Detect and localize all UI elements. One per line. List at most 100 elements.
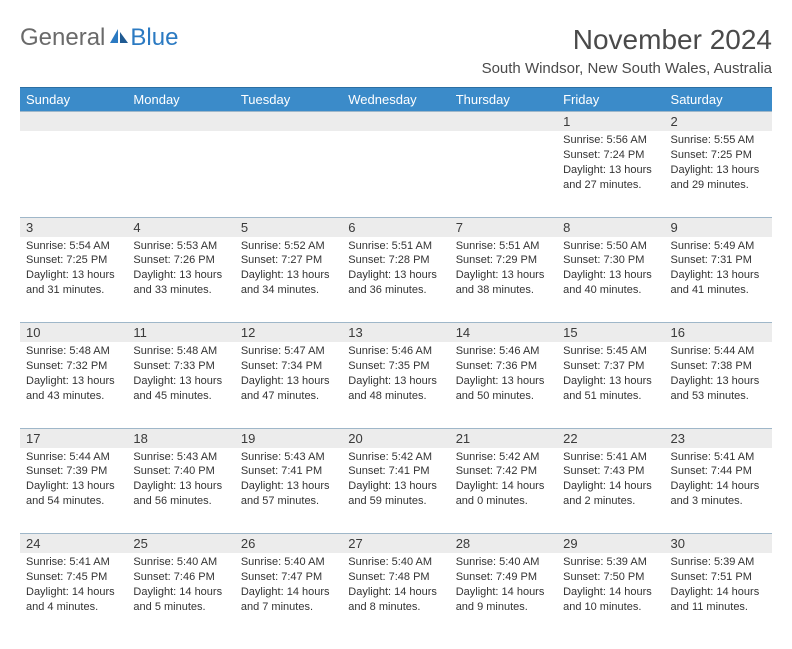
brand-logo: General Blue — [20, 24, 178, 52]
sunrise-text: Sunrise: 5:44 AM — [671, 344, 766, 359]
day-cell: Sunrise: 5:43 AMSunset: 7:40 PMDaylight:… — [127, 448, 234, 534]
day-number: 8 — [557, 218, 664, 237]
day-number: 26 — [235, 534, 342, 553]
sunset-text: Sunset: 7:39 PM — [26, 464, 121, 479]
daynum-cell: 14 — [450, 323, 557, 343]
daynum-cell: 2 — [665, 112, 772, 132]
col-sunday: Sunday — [20, 88, 127, 112]
sunset-text: Sunset: 7:51 PM — [671, 570, 766, 585]
day-cell-content: Sunrise: 5:47 AMSunset: 7:34 PMDaylight:… — [235, 342, 342, 407]
day-cell-content: Sunrise: 5:40 AMSunset: 7:48 PMDaylight:… — [342, 553, 449, 618]
day-number: 22 — [557, 429, 664, 448]
daylight-text: Daylight: 13 hours and 40 minutes. — [563, 268, 658, 298]
day-header-row: Sunday Monday Tuesday Wednesday Thursday… — [20, 88, 772, 112]
daynum-cell: 13 — [342, 323, 449, 343]
sunset-text: Sunset: 7:33 PM — [133, 359, 228, 374]
day-cell-content: Sunrise: 5:44 AMSunset: 7:38 PMDaylight:… — [665, 342, 772, 407]
daynum-row: 10111213141516 — [20, 323, 772, 343]
day-cell-content: Sunrise: 5:43 AMSunset: 7:40 PMDaylight:… — [127, 448, 234, 513]
daylight-text: Daylight: 14 hours and 2 minutes. — [563, 479, 658, 509]
day-number: 11 — [127, 323, 234, 342]
day-cell-content: Sunrise: 5:48 AMSunset: 7:33 PMDaylight:… — [127, 342, 234, 407]
day-cell-content: Sunrise: 5:41 AMSunset: 7:43 PMDaylight:… — [557, 448, 664, 513]
day-cell-content — [20, 131, 127, 137]
daynum-cell — [450, 112, 557, 132]
day-cell-content: Sunrise: 5:42 AMSunset: 7:42 PMDaylight:… — [450, 448, 557, 513]
daynum-cell: 5 — [235, 217, 342, 237]
daynum-cell: 24 — [20, 534, 127, 554]
day-cell-content: Sunrise: 5:40 AMSunset: 7:47 PMDaylight:… — [235, 553, 342, 618]
sunrise-text: Sunrise: 5:54 AM — [26, 239, 121, 254]
day-cell-content: Sunrise: 5:51 AMSunset: 7:28 PMDaylight:… — [342, 237, 449, 302]
sunrise-text: Sunrise: 5:46 AM — [456, 344, 551, 359]
day-cell-content: Sunrise: 5:56 AMSunset: 7:24 PMDaylight:… — [557, 131, 664, 196]
day-cell: Sunrise: 5:45 AMSunset: 7:37 PMDaylight:… — [557, 342, 664, 428]
sunset-text: Sunset: 7:36 PM — [456, 359, 551, 374]
daynum-cell: 4 — [127, 217, 234, 237]
col-thursday: Thursday — [450, 88, 557, 112]
daynum-cell: 26 — [235, 534, 342, 554]
sunrise-text: Sunrise: 5:42 AM — [456, 450, 551, 465]
sunset-text: Sunset: 7:26 PM — [133, 253, 228, 268]
content-row: Sunrise: 5:48 AMSunset: 7:32 PMDaylight:… — [20, 342, 772, 428]
sunset-text: Sunset: 7:42 PM — [456, 464, 551, 479]
content-row: Sunrise: 5:54 AMSunset: 7:25 PM Daylight:… — [20, 237, 772, 323]
day-cell-content: Sunrise: 5:53 AMSunset: 7:26 PMDaylight:… — [127, 237, 234, 302]
daylight-text: Daylight: 13 hours and 43 minutes. — [26, 374, 121, 404]
sunset-text: Sunset: 7:47 PM — [241, 570, 336, 585]
daynum-cell — [20, 112, 127, 132]
day-cell: Sunrise: 5:42 AMSunset: 7:41 PMDaylight:… — [342, 448, 449, 534]
daylight-text: Daylight: 14 hours and 0 minutes. — [456, 479, 551, 509]
daylight-text: Daylight: 13 hours and 56 minutes. — [133, 479, 228, 509]
sunset-text: Sunset: 7:50 PM — [563, 570, 658, 585]
sunset-text: Sunset: 7:24 PM — [563, 148, 658, 163]
daynum-cell: 22 — [557, 428, 664, 448]
daylight-text: Daylight: 13 hours and 33 minutes. — [133, 268, 228, 298]
day-number: 14 — [450, 323, 557, 342]
day-cell: Sunrise: 5:51 AMSunset: 7:28 PMDaylight:… — [342, 237, 449, 323]
day-number: 23 — [665, 429, 772, 448]
day-number: 28 — [450, 534, 557, 553]
day-cell-content — [450, 131, 557, 137]
day-cell: Sunrise: 5:48 AMSunset: 7:33 PMDaylight:… — [127, 342, 234, 428]
day-cell-content: Sunrise: 5:49 AMSunset: 7:31 PMDaylight:… — [665, 237, 772, 302]
sunrise-text: Sunrise: 5:40 AM — [241, 555, 336, 570]
brand-first: General — [20, 24, 105, 52]
daylight-text: Daylight: 14 hours and 10 minutes. — [563, 585, 658, 615]
daynum-cell — [127, 112, 234, 132]
sunset-text: Sunset: 7:37 PM — [563, 359, 658, 374]
daynum-cell: 10 — [20, 323, 127, 343]
day-number: 9 — [665, 218, 772, 237]
day-cell-content: Sunrise: 5:41 AMSunset: 7:45 PMDaylight:… — [20, 553, 127, 618]
daylight-text: Daylight: 13 hours and 54 minutes. — [26, 479, 121, 509]
sunset-text: Sunset: 7:31 PM — [671, 253, 766, 268]
sunrise-text: Sunrise: 5:39 AM — [563, 555, 658, 570]
day-cell-content — [342, 131, 449, 137]
daynum-cell — [235, 112, 342, 132]
sunset-text: Sunset: 7:25 PM — [26, 253, 121, 268]
daylight-text: Daylight: 13 hours and 57 minutes. — [241, 479, 336, 509]
daylight-text: Daylight: 13 hours and 34 minutes. — [241, 268, 336, 298]
daylight-text: Daylight: 13 hours and 45 minutes. — [133, 374, 228, 404]
day-cell-content: Sunrise: 5:46 AMSunset: 7:35 PMDaylight:… — [342, 342, 449, 407]
day-cell-content: Sunrise: 5:52 AMSunset: 7:27 PMDaylight:… — [235, 237, 342, 302]
day-number: 18 — [127, 429, 234, 448]
day-number: 25 — [127, 534, 234, 553]
day-cell: Sunrise: 5:40 AMSunset: 7:47 PMDaylight:… — [235, 553, 342, 639]
day-cell-content: Sunrise: 5:45 AMSunset: 7:37 PMDaylight:… — [557, 342, 664, 407]
day-cell-content: Sunrise: 5:51 AMSunset: 7:29 PMDaylight:… — [450, 237, 557, 302]
calendar-table: Sunday Monday Tuesday Wednesday Thursday… — [20, 87, 772, 639]
daynum-cell — [342, 112, 449, 132]
title-block: November 2024 South Windsor, New South W… — [482, 24, 772, 77]
daynum-cell: 23 — [665, 428, 772, 448]
daynum-cell: 16 — [665, 323, 772, 343]
day-cell-content: Sunrise: 5:42 AMSunset: 7:41 PMDaylight:… — [342, 448, 449, 513]
day-cell: Sunrise: 5:44 AMSunset: 7:39 PMDaylight:… — [20, 448, 127, 534]
daylight-text: Daylight: 13 hours and 59 minutes. — [348, 479, 443, 509]
sunset-text: Sunset: 7:34 PM — [241, 359, 336, 374]
content-row: Sunrise: 5:41 AMSunset: 7:45 PMDaylight:… — [20, 553, 772, 639]
sail-icon — [108, 24, 130, 52]
col-friday: Friday — [557, 88, 664, 112]
day-cell: Sunrise: 5:41 AMSunset: 7:43 PMDaylight:… — [557, 448, 664, 534]
day-cell-content: Sunrise: 5:40 AMSunset: 7:46 PMDaylight:… — [127, 553, 234, 618]
